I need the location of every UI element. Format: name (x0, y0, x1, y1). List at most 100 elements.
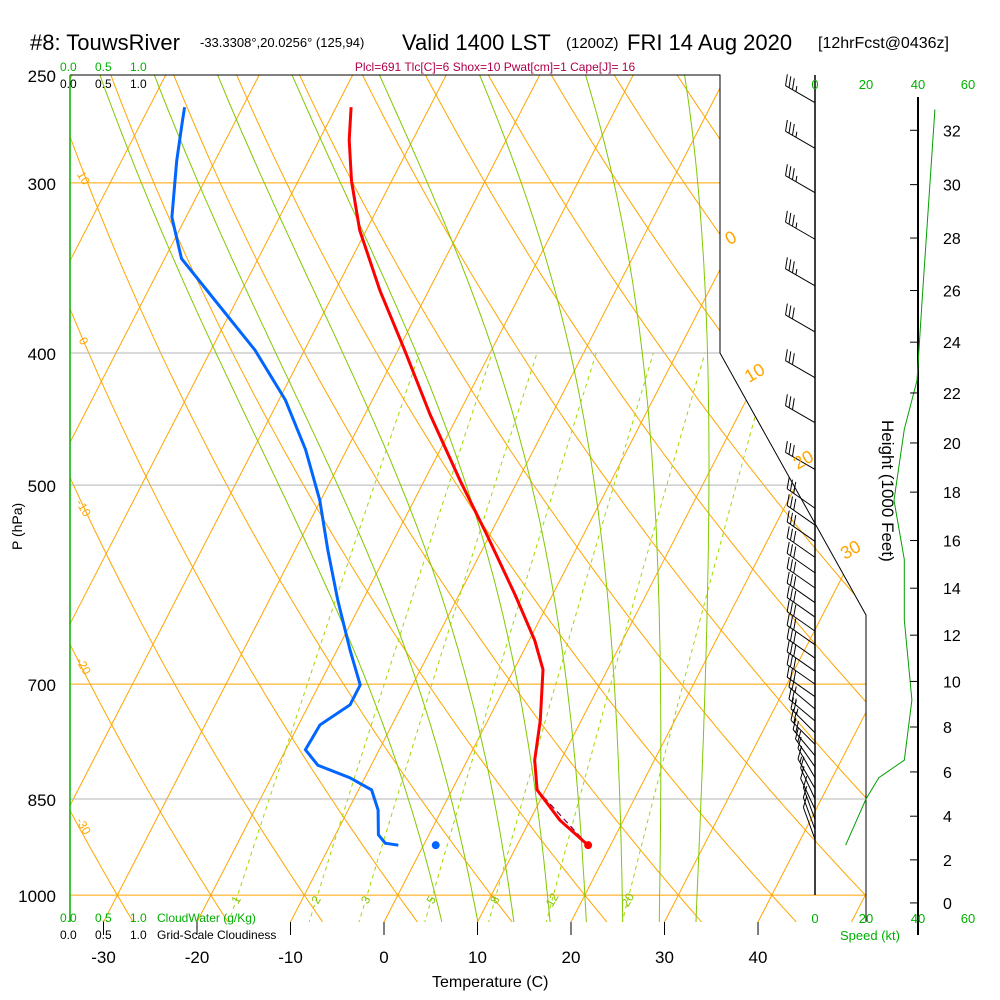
moist-adiabat-line (684, 75, 710, 922)
barb-tick (789, 629, 793, 642)
barb-tick (788, 305, 792, 318)
barb-tick (786, 627, 790, 639)
barb-tick (795, 131, 798, 138)
barb-tick (791, 353, 795, 365)
barb-tick (786, 640, 790, 652)
wind-barb (800, 766, 816, 810)
speed-bottom-60: 60 (961, 911, 975, 926)
pressure-label-850: 850 (28, 791, 56, 810)
barb-tick (785, 257, 788, 269)
barb-staff (800, 767, 816, 800)
barb-staff (785, 360, 816, 379)
isotherm-line (756, 75, 866, 922)
cloud-bottom-green-2: 1.0 (130, 911, 147, 925)
barb-tick (789, 479, 793, 492)
barb-staff (802, 787, 816, 820)
barb-tick (793, 546, 797, 559)
barb-tick (785, 119, 788, 132)
barb-tick (788, 121, 792, 134)
title-forecast: [12hrFcst@0436z] (818, 35, 949, 52)
isotherm-line (289, 75, 728, 922)
height-label: 10 (943, 674, 961, 691)
title-utc: (1200Z) (566, 35, 619, 52)
barb-tick (793, 657, 797, 670)
barb-tick (789, 574, 793, 586)
wind-barb (786, 640, 816, 672)
moist-adiabat-line (585, 75, 662, 922)
wind-barb (786, 477, 816, 509)
wind-barb (802, 795, 816, 840)
temperature-label: -10 (278, 948, 303, 967)
height-label: 16 (943, 534, 961, 551)
barb-staff (790, 708, 816, 734)
title-station: #8: TouwsRiver (30, 30, 180, 55)
moist-adiabat-line (99, 75, 443, 922)
barb-staff (785, 314, 816, 333)
mixing-ratio-line (357, 352, 538, 922)
speed-bottom-20: 20 (859, 911, 873, 926)
moist-adiabat-line (153, 75, 479, 922)
dry-adiabat-label: -30 (73, 815, 94, 837)
barb-tick (786, 556, 790, 569)
barb-tick (788, 166, 792, 178)
wind-barb (797, 747, 816, 789)
mixing-ratio-label: 12 (543, 890, 562, 909)
barb-tick (786, 526, 790, 538)
isotherm-line (382, 75, 821, 922)
wind-barb (786, 653, 816, 685)
temperature-label: 40 (749, 948, 768, 967)
wind-barb (790, 708, 816, 745)
wind-speed-profile (845, 109, 936, 846)
barb-staff (797, 758, 816, 789)
dry-adiabat-line (739, 75, 866, 922)
barb-tick (791, 168, 795, 180)
barb-tick (793, 644, 797, 657)
dry-adiabat-line (236, 75, 799, 922)
wind-barb (790, 697, 816, 734)
background-lines (70, 75, 866, 922)
barb-staff (800, 778, 816, 810)
barb-tick (789, 602, 793, 614)
barb-tick (785, 349, 788, 361)
pressure-label-500: 500 (28, 477, 56, 496)
dry-adiabat-line (70, 75, 325, 922)
barb-tick (788, 259, 792, 271)
temperature-label: 0 (379, 948, 388, 967)
barb-tick (795, 268, 798, 275)
title-date: FRI 14 Aug 2020 (627, 30, 792, 55)
mixing-ratio-line (487, 352, 654, 922)
barb-tick (793, 481, 797, 494)
speed-bottom-0: 0 (811, 911, 818, 926)
barb-staff (786, 611, 816, 632)
wind-barb (786, 571, 816, 604)
speed-top-60: 60 (961, 77, 975, 92)
dry-adiabat-line (362, 75, 866, 922)
height-label: 14 (943, 581, 961, 598)
wind-barb (786, 510, 816, 542)
barb-tick (785, 303, 788, 316)
isotherm-line (663, 75, 866, 922)
barb-tick (793, 498, 797, 511)
barb-tick (789, 512, 793, 525)
height-label: 8 (943, 720, 952, 737)
barb-tick (786, 510, 790, 523)
barb-tick (802, 795, 808, 808)
height-label: 28 (943, 231, 961, 248)
temperature-label: -20 (185, 948, 210, 967)
barb-tick (788, 687, 792, 700)
barb-staff (785, 268, 816, 287)
barb-tick (791, 261, 795, 273)
barb-tick (789, 496, 793, 508)
barb-staff (790, 719, 816, 745)
barb-tick (795, 727, 799, 740)
indices-line: Plcl=691 Tlc[C]=6 Shox=10 Pwat[cm]=1 Cap… (355, 60, 636, 74)
mixing-ratio-line (621, 352, 774, 922)
dry-adiabat-label: 10 (74, 169, 93, 188)
wind-barb (797, 736, 816, 778)
mixing-ratio-line (227, 352, 420, 922)
isotherm-line (569, 75, 866, 922)
barb-tick (793, 590, 797, 603)
dry-adiabat-line (550, 75, 866, 922)
moist-adiabat-line (379, 75, 587, 922)
